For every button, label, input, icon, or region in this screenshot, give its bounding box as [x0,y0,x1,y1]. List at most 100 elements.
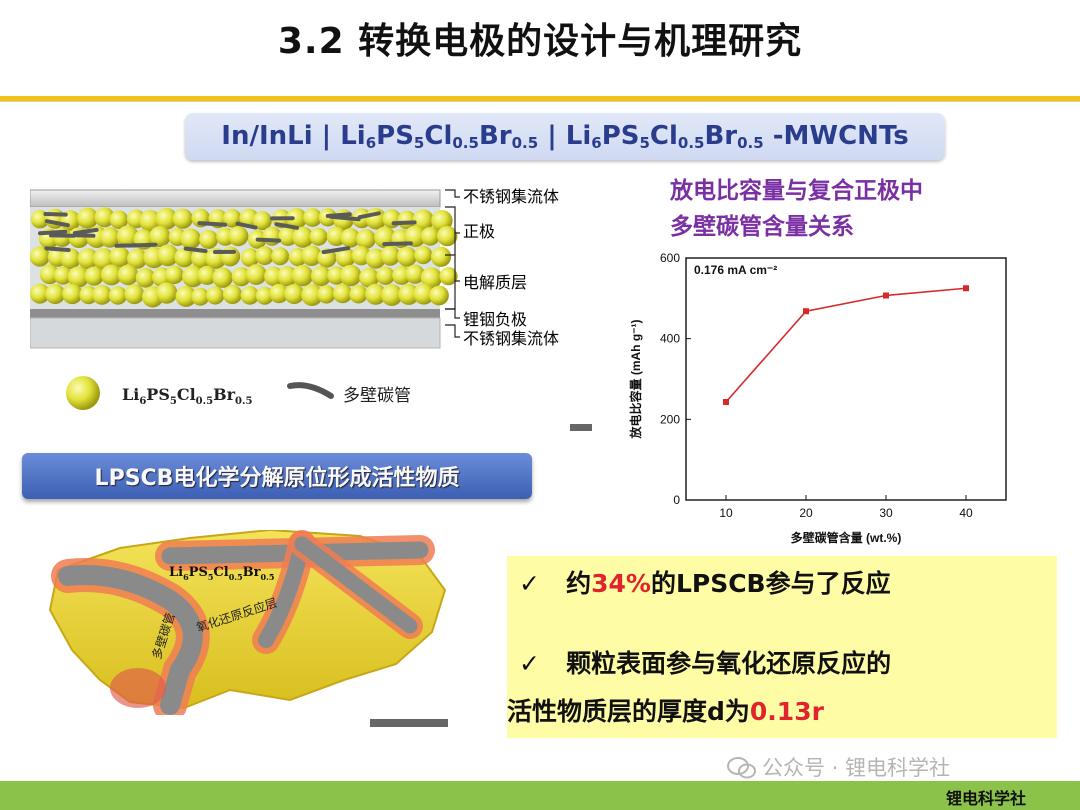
data-point [723,398,729,405]
chart-heading-line1: 放电比容量与复合正极中 [670,178,923,204]
cell-configuration-banner: In/InLi | Li6PS5Cl0.5Br0.5 | Li6PS5Cl0.5… [185,113,945,160]
watermark-text: 公众号 · 锂电科学社 [762,756,951,780]
electrolyte-particle [172,208,193,229]
layer-label-electrolyte: 电解质层 [463,273,527,292]
electrolyte-particle [191,248,211,269]
electrolyte-particle [165,265,184,285]
cathode-nanotube [235,221,258,230]
electrolyte-particle [414,246,433,265]
electrolyte-particle [228,226,249,247]
electrolyte-particle [77,248,99,269]
electrolyte-particle [240,286,260,305]
conclusion-item-2: ✓ 颗粒表面参与氧化还原反应的 [519,649,892,678]
cathode-nanotube [382,241,413,247]
electrolyte-particle [339,264,362,287]
formula-text: In/InLi | Li6PS5Cl0.5Br0.5 | Li6PS5Cl0.5… [221,121,909,152]
electrolyte-particle [412,209,434,231]
thickness-value: 0.13r [749,697,824,726]
electrolyte-particle [175,285,197,307]
title-divider-shadow [0,101,1080,102]
layer-label-cathode: 正极 [463,222,495,241]
check-icon: ✓ [519,649,540,678]
electrolyte-particle [439,267,458,286]
electrolyte-particle [255,286,274,305]
electrolyte-particle [252,211,272,231]
page-title: 3.2 转换电极的设计与机理研究 [277,21,803,62]
electrolyte-particle [284,284,305,304]
bottom-current-collector [30,317,441,349]
electrolyte-particle [30,246,50,267]
electrolyte-particle [53,266,72,285]
electrolyte-particle [292,226,314,248]
electrolyte-particle [108,286,128,305]
percent-value: 34% [591,569,651,598]
electrolyte-particle [303,208,322,227]
x-axis-label: 多壁碳管含量 (wt.%) [791,530,902,545]
footer-bar [0,781,1080,810]
electrolyte-particle [206,286,225,305]
y-tick-label: 400 [660,332,680,346]
electrolyte-particle [155,207,178,230]
electrolyte-particle [220,246,241,267]
electrolyte-particle [139,209,162,232]
electrolyte-particle [116,225,139,248]
x-tick-label: 20 [799,506,813,520]
x-tick-label: 40 [959,506,973,520]
footer-source: 锂电科学社 [946,789,1027,808]
electrolyte-particle [365,283,387,305]
electrolyte-particle [222,284,243,305]
electrolyte-particle [60,248,81,269]
electrolyte-particle [94,207,115,228]
x-tick-label: 10 [719,506,733,520]
cathode-nanotube [183,246,208,253]
electrolyte-particle [397,246,417,267]
cathode-nanotube [129,242,158,248]
electrolyte-particle [332,283,353,304]
cathode-nanotube [72,227,99,236]
cathode-nanotube [44,219,70,228]
divider-mark [570,424,592,431]
current-density-annotation: 0.176 mA cm⁻² [694,263,777,277]
electrolyte-particle [340,228,361,248]
electrolyte-particle [317,285,336,304]
nanotube-legend-icon [287,382,334,399]
cathode-nanotube [391,220,417,226]
layer-label-anode: 锂铟负极 [463,310,527,329]
electrolyte-particle [429,285,449,306]
electrolyte-particle [99,227,121,248]
electrolyte-particle [381,284,403,306]
anode-layer [30,309,440,318]
y-tick-label: 600 [660,251,680,265]
chart-heading: 放电比容量与复合正极中 多壁碳管含量关系 [670,173,923,245]
cathode-nanotube [197,221,228,227]
electrolyte-particle [380,245,401,266]
cathode-nanotube [43,212,68,217]
electrolyte-particle [191,287,210,306]
x-ticks: 10 20 30 40 [719,495,973,520]
electrolyte-particle [182,265,204,288]
cathode-nanotube [255,237,282,243]
electrolyte-particle [309,227,328,246]
data-point [803,308,809,315]
cell-schematic: 不锈钢集流体 正极 电解质层 锂铟负极 不锈钢集流体 [30,187,559,349]
cathode-nanotube [44,246,71,252]
electrolyte-particle [405,264,425,284]
electrolyte-particle [349,285,368,304]
electrolyte-particle [245,264,267,285]
electrolyte-particle [67,266,90,288]
data-point [883,292,889,299]
particle-illustration: Li6PS5Cl0.5Br0.5 多壁碳管 氧化还原反应层 [48,530,447,715]
conclusion-item-1: ✓ 约34%的LPSCB参与了反应 [519,569,891,598]
data-point [963,285,969,292]
electrolyte-particle [199,230,219,249]
electrolyte-particle [255,246,275,266]
electrolyte-particle [39,264,60,285]
conclusion-box: ✓ 约34%的LPSCB参与了反应 ✓ 颗粒表面参与氧化还原反应的 活性物质层的… [507,556,1057,738]
electrolyte-particle [359,267,379,288]
electrolyte-particle [301,284,323,306]
electrolyte-particle [124,284,145,305]
capacity-chart: 0 200 400 600 10 20 30 40 0.176 mA cm⁻² 多壁碳管含量… [628,251,1007,545]
top-current-collector [30,189,441,208]
cathode-nanotube [38,229,68,236]
electrolyte-particle [30,283,50,304]
